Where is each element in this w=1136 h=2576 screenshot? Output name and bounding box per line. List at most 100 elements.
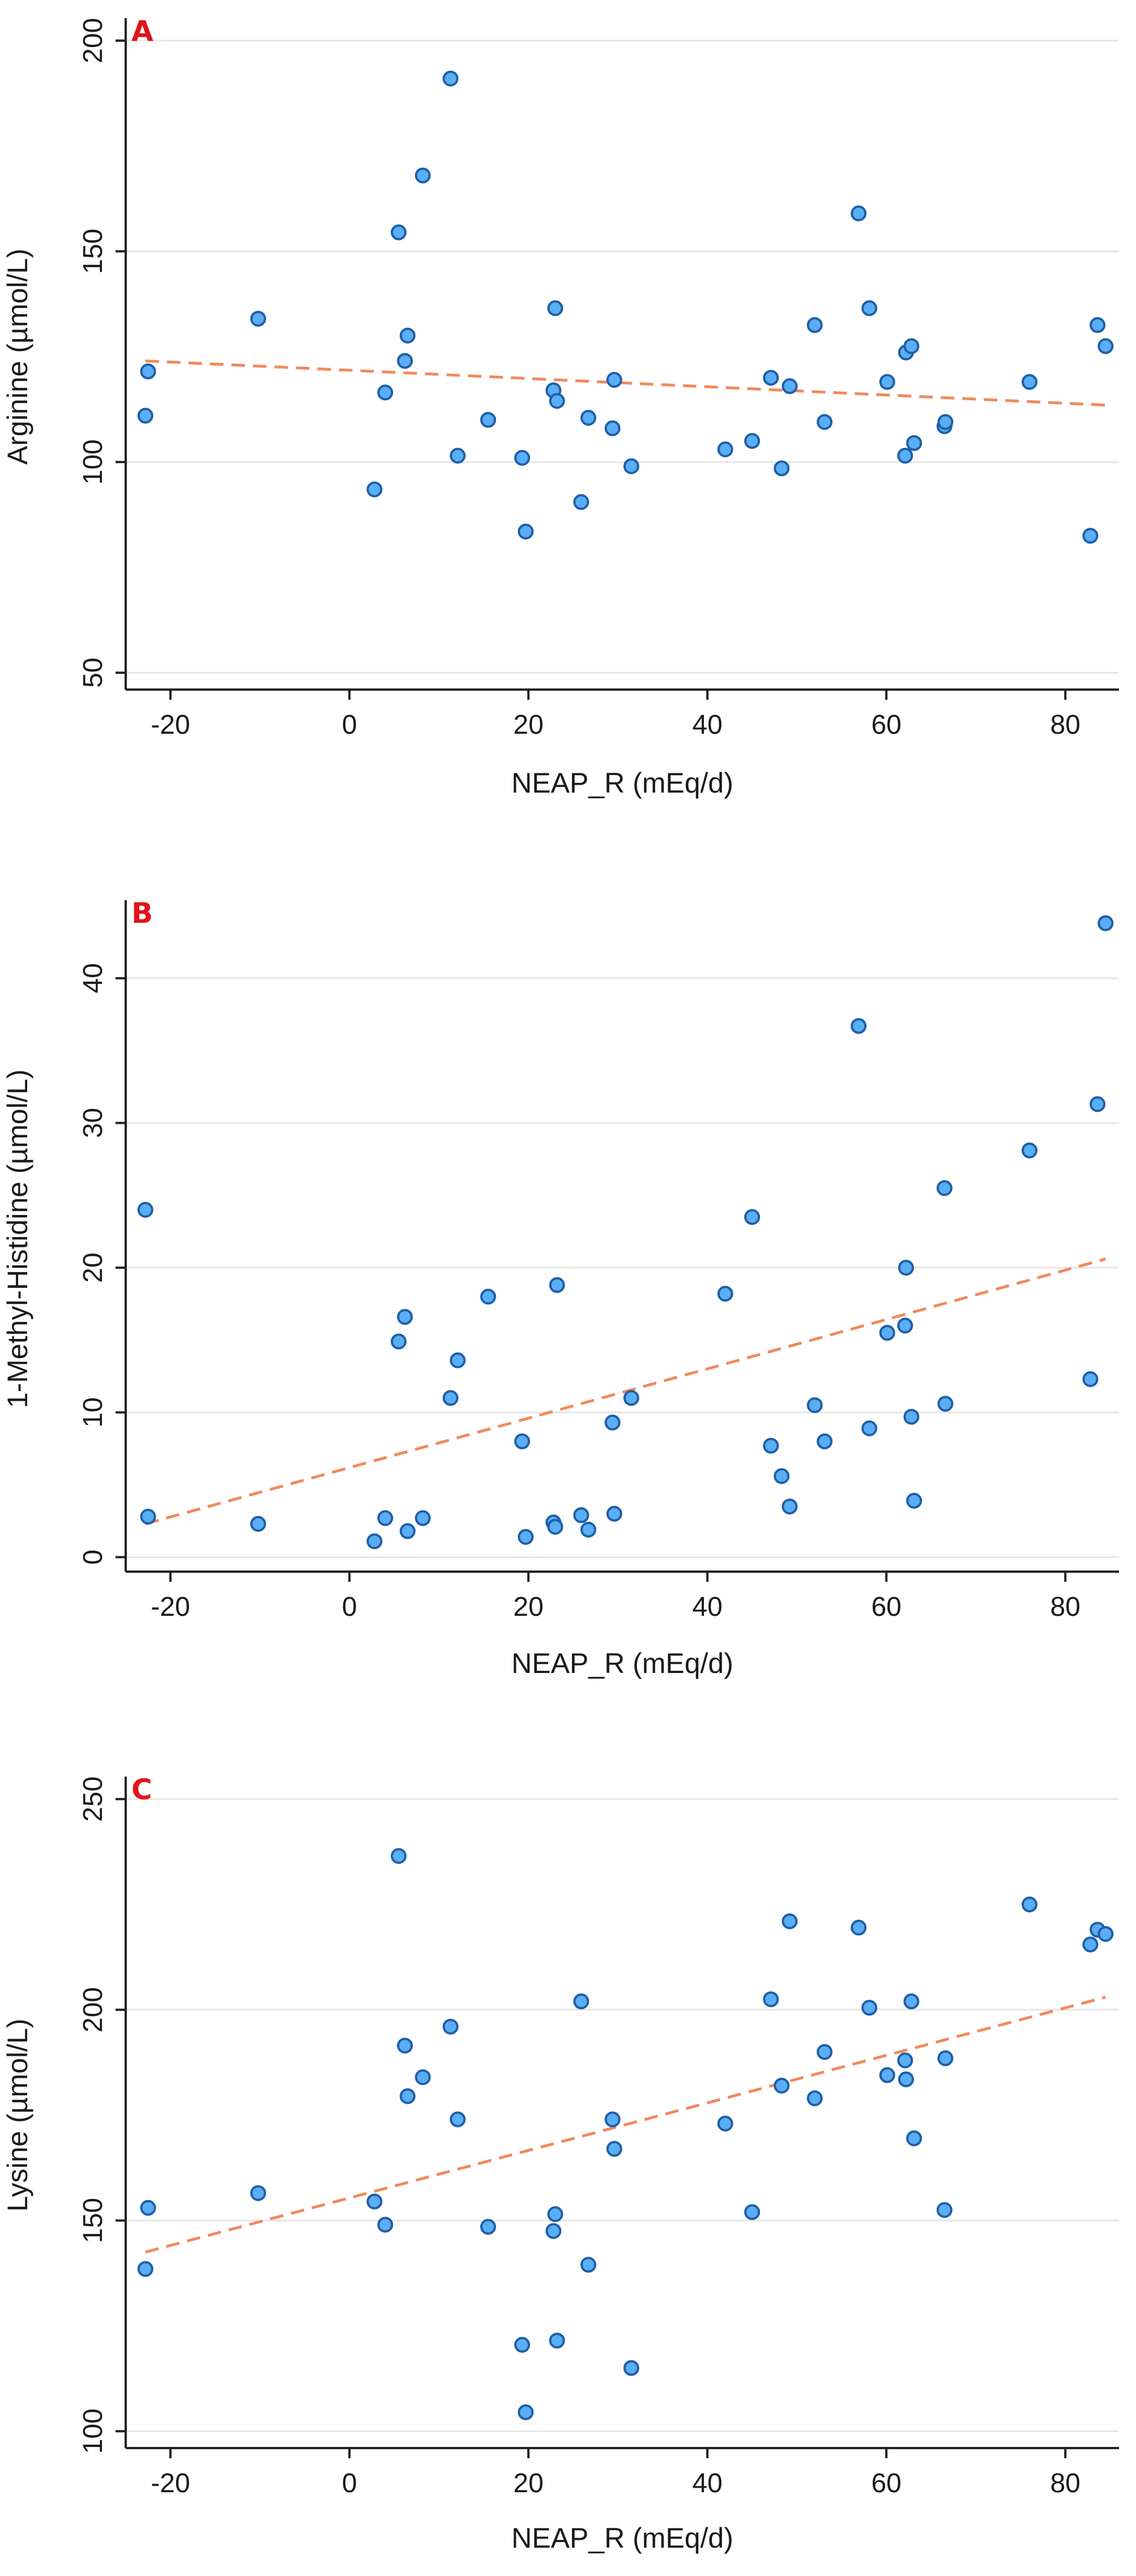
data-point [861, 2000, 878, 2016]
data-point [774, 460, 790, 477]
data-point [514, 2337, 531, 2353]
data-point [415, 167, 431, 183]
data-point [250, 1516, 266, 1532]
panel-letter: B [131, 897, 153, 930]
y-tick-label: 150 [78, 2198, 108, 2243]
data-point [137, 2261, 153, 2277]
data-point [1082, 1936, 1099, 1953]
data-point [851, 1018, 867, 1034]
chart-panel-a: 50 100 150 200 -20 0 20 40 60 80 NEAP_R (mEq/d) Arg… [2, 15, 1119, 799]
x-axis-title: NEAP_R (mEq/d) [511, 2522, 733, 2554]
x-tick-label: 40 [692, 2468, 722, 2498]
data-point [480, 2219, 496, 2235]
data-point [140, 363, 156, 380]
data-point [377, 384, 394, 401]
data-point [377, 2216, 394, 2233]
data-point [573, 1993, 590, 2010]
data-point [397, 2038, 413, 2054]
data-point [366, 481, 383, 498]
x-tick-label: 20 [513, 2468, 543, 2498]
data-point [903, 338, 920, 354]
data-point [604, 1414, 621, 1431]
data-point [518, 1529, 534, 1545]
y-tick-label: 20 [78, 1252, 108, 1282]
data-point [744, 433, 761, 449]
data-point [817, 2044, 833, 2060]
data-point [937, 2050, 954, 2066]
data-point [1097, 915, 1114, 931]
data-point [606, 2141, 622, 2157]
x-tick-label: 40 [692, 710, 722, 740]
data-point [781, 1498, 798, 1514]
data-point [377, 1510, 394, 1526]
data-point [573, 1507, 590, 1524]
data-point [861, 300, 878, 316]
data-point [450, 447, 466, 464]
data-point [937, 414, 954, 430]
data-point [450, 1352, 466, 1368]
data-point [937, 1396, 954, 1412]
x-tick-label: 0 [342, 1592, 357, 1622]
data-point [806, 317, 823, 333]
data-point [390, 224, 407, 241]
data-point [936, 1180, 953, 1196]
data-point [851, 1919, 867, 1936]
data-point [390, 1333, 407, 1350]
data-point [397, 1309, 413, 1325]
x-tick-label: 60 [871, 2468, 901, 2498]
data-point [480, 412, 496, 428]
data-point [580, 409, 596, 426]
data-point [480, 1289, 496, 1305]
panel-letter: C [131, 1773, 152, 1806]
data-point [450, 2111, 466, 2128]
x-tick-label: 80 [1050, 1592, 1080, 1622]
data-point [250, 2185, 266, 2201]
fit-line [145, 1257, 1106, 1526]
data-point [580, 2257, 596, 2273]
data-point [442, 70, 459, 87]
data-point [140, 2200, 156, 2216]
data-point [604, 420, 621, 437]
data-point [547, 2206, 563, 2222]
data-point [573, 494, 590, 510]
data-point [774, 2077, 790, 2094]
y-tick-label: 100 [78, 2408, 108, 2454]
data-point [806, 1397, 823, 1413]
data-point [879, 1325, 895, 1341]
y-tick-label: 100 [78, 439, 108, 485]
data-point [897, 447, 913, 464]
x-tick-label: -20 [151, 2468, 190, 2498]
chart-panel-b: 0 10 20 30 40 -20 0 20 40 60 80 NEAP_R (mEq/d) 1-Met… [2, 897, 1119, 1679]
data-point [397, 353, 413, 369]
data-point [903, 1993, 920, 2010]
data-point [137, 408, 153, 424]
x-tick-label: 60 [871, 710, 901, 740]
data-point [366, 1533, 383, 1550]
data-point [606, 1505, 622, 1522]
x-tick-label: -20 [151, 1592, 190, 1622]
data-point [442, 2018, 459, 2035]
data-point [415, 2069, 431, 2086]
data-point [390, 1848, 407, 1864]
data-point [774, 1468, 790, 1484]
data-point [906, 1492, 923, 1509]
data-point [781, 1913, 798, 1929]
data-point [399, 327, 416, 344]
x-tick-label: 0 [342, 2468, 357, 2498]
data-point [547, 1518, 563, 1535]
fit-line [145, 1996, 1106, 2254]
data-point [763, 370, 779, 386]
fit-line [145, 359, 1106, 407]
data-point [399, 2088, 416, 2104]
y-tick-label: 200 [78, 18, 108, 63]
data-point [717, 1286, 733, 1302]
x-tick-label: 60 [871, 1592, 901, 1622]
data-point [580, 1521, 596, 1538]
x-tick-label: 20 [513, 1592, 543, 1622]
data-point [250, 311, 266, 327]
data-point [879, 2067, 895, 2083]
data-point [399, 1523, 416, 1539]
x-tick-label: 20 [513, 710, 543, 740]
y-axis-title: 1-Methyl-Histidine (µmol/L) [2, 1069, 33, 1408]
